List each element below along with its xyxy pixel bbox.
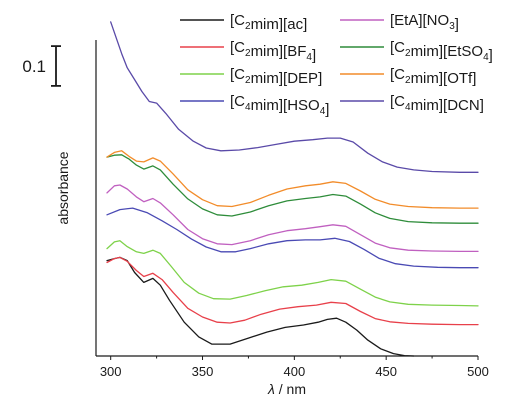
series-line-2 (106, 240, 479, 307)
y-axis-label: absorbance (55, 151, 71, 224)
legend-label-1: [C2mim][BF4] (230, 39, 316, 64)
legend-entry-1: [C2mim][BF4] (180, 39, 316, 64)
scale-bar-label: 0.1 (22, 57, 46, 76)
legend-entry-6: [C2mim][OTf] (340, 66, 476, 87)
legend-label-3: [C4mim][HSO4] (230, 93, 329, 118)
legend-entry-0: [C2mim][ac] (180, 12, 307, 33)
x-tick-label-3: 450 (375, 364, 397, 379)
series-line-5 (106, 154, 479, 224)
legend-label-4: [EtA][NO3] (390, 12, 459, 33)
series-line-4 (106, 184, 479, 253)
legend-label-0: [C2mim][ac] (230, 12, 307, 33)
series-line-3 (106, 207, 479, 269)
legend-entry-3: [C4mim][HSO4] (180, 93, 329, 118)
legend-label-6: [C2mim][OTf] (390, 66, 476, 87)
x-tick-label-2: 400 (283, 364, 305, 379)
axis-labels: λ / nm absorbance (55, 151, 306, 397)
legend: [C2mim][ac] [C2mim][BF4][C2mim][DEP] [C4mi… (180, 12, 493, 118)
series-line-6 (106, 150, 479, 209)
x-tick-label-1: 350 (192, 364, 214, 379)
legend-entry-2: [C2mim][DEP] (180, 66, 322, 87)
scale-bar-group: 0.1 (22, 45, 61, 87)
legend-entry-7: [C4mim][DCN] (340, 93, 484, 114)
series-line-7 (110, 21, 479, 173)
legend-entry-4: [EtA][NO3] (340, 12, 459, 33)
x-axis-label: λ / nm (267, 381, 306, 397)
legend-label-2: [C2mim][DEP] (230, 66, 322, 87)
series-line-0 (106, 256, 415, 357)
x-tick-label-4: 500 (467, 364, 489, 379)
x-tick-label-0: 300 (100, 364, 122, 379)
series-line-1 (106, 256, 479, 326)
plot-lines (106, 21, 479, 357)
legend-label-7: [C4mim][DCN] (390, 93, 484, 114)
legend-entry-5: [C2mim][EtSO4] (340, 39, 493, 64)
legend-label-5: [C2mim][EtSO4] (390, 39, 493, 64)
axes: 300 350 400 450 500 (95, 40, 489, 379)
